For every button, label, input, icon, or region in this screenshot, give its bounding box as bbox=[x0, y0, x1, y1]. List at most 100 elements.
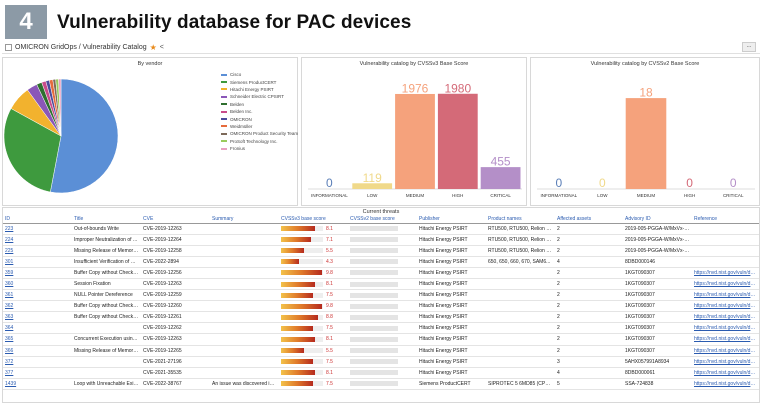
row-id-link[interactable]: 377 bbox=[5, 369, 14, 376]
table-row[interactable]: 360 Session Fixation CVE-2019-12263 8.1 Hita… bbox=[3, 278, 759, 291]
legend-entry[interactable]: Belden bbox=[221, 101, 298, 108]
cell-reference[interactable] bbox=[692, 245, 759, 257]
column-header[interactable]: Summary bbox=[210, 216, 279, 224]
column-header[interactable]: CVSSv3 base score bbox=[279, 216, 348, 224]
legend-entry[interactable]: OMICRON bbox=[221, 115, 298, 122]
table-row[interactable]: 377 CVE-2021-35535 8.1 Hitachi Energy PSIRT… bbox=[3, 367, 759, 379]
cell-id[interactable]: 363 bbox=[3, 311, 72, 324]
column-header[interactable]: ID bbox=[3, 216, 72, 224]
row-id-link[interactable]: 225 bbox=[5, 247, 14, 254]
legend-entry[interactable]: Hitachi Energy PSIRT bbox=[221, 86, 298, 93]
legend-entry[interactable]: Schneider Electric CPSIRT bbox=[221, 93, 298, 100]
row-id-link[interactable]: 224 bbox=[5, 236, 14, 243]
row-id-link[interactable]: 360 bbox=[5, 281, 14, 288]
cell-reference[interactable]: https://nvd.nist.gov/vuln/detail bbox=[692, 322, 759, 335]
table-row[interactable]: 301 Insufficient Verification of Dat... CV… bbox=[3, 256, 759, 268]
cell-id[interactable]: 359 bbox=[3, 267, 72, 279]
cell-reference[interactable]: https://nvd.nist.gov/vuln/detail bbox=[692, 333, 759, 346]
row-id-link[interactable]: 365 bbox=[5, 336, 14, 343]
table-row[interactable]: 364 CVE-2019-12262 7.5 Hitachi Energy PSIRT… bbox=[3, 322, 759, 335]
cell-reference[interactable] bbox=[692, 256, 759, 268]
column-header[interactable]: Publisher bbox=[417, 216, 486, 224]
column-header[interactable]: Reference bbox=[692, 216, 759, 224]
bar-high[interactable] bbox=[437, 93, 478, 189]
cell-id[interactable]: 365 bbox=[3, 333, 72, 346]
cell-id[interactable]: 372 bbox=[3, 356, 72, 368]
bar-critical[interactable] bbox=[480, 167, 521, 189]
table-row[interactable]: 365 Concurrent Execution using S... CVE-20… bbox=[3, 333, 759, 346]
column-header[interactable]: Title bbox=[72, 216, 141, 224]
cell-id[interactable]: 1439 bbox=[3, 378, 72, 390]
table-row[interactable]: 223 Out-of-bounds Write CVE-2019-12263 8.1 H… bbox=[3, 223, 759, 235]
legend-entry[interactable]: ProSoft Technology Inc. bbox=[221, 138, 298, 145]
breadcrumb[interactable]: OMICRON GridOps / Vulnerability Catalog bbox=[15, 43, 147, 51]
row-id-link[interactable]: 364 bbox=[5, 325, 14, 332]
row-id-link[interactable]: 362 bbox=[5, 303, 14, 310]
table-row[interactable]: 362 Buffer Copy without Checking ... CVE-2… bbox=[3, 300, 759, 313]
cell-reference[interactable]: https://nvd.nist.gov/vuln/detail bbox=[692, 289, 759, 302]
column-header[interactable]: Advisory ID bbox=[623, 216, 692, 224]
bar-medium[interactable] bbox=[395, 93, 435, 189]
legend-entry[interactable]: Siemens ProductCERT bbox=[221, 78, 298, 85]
legend-entry[interactable]: Cisco bbox=[221, 71, 298, 78]
cell-id[interactable]: 223 bbox=[3, 223, 72, 235]
score-track bbox=[350, 325, 398, 331]
cell-cve: CVE-2022-38767 bbox=[141, 378, 210, 390]
row-id-link[interactable]: 366 bbox=[5, 347, 14, 354]
cell-reference[interactable]: https://nvd.nist.gov/vuln/detail bbox=[692, 311, 759, 324]
pie-slice-2[interactable] bbox=[3, 108, 62, 193]
cell-id[interactable]: 362 bbox=[3, 300, 72, 313]
table-row[interactable]: 359 Buffer Copy without Checking ... CVE-2… bbox=[3, 267, 759, 279]
cell-reference[interactable] bbox=[692, 234, 759, 246]
legend-entry[interactable]: OMICRON Product Security Team bbox=[221, 130, 298, 137]
cell-id[interactable]: 366 bbox=[3, 345, 72, 357]
toolbar-menu-icon[interactable]: ... bbox=[742, 42, 756, 52]
apps-grid-icon[interactable] bbox=[5, 43, 12, 51]
cell-reference[interactable]: https://nvd.nist.gov/vuln/detail bbox=[692, 300, 759, 313]
cell-cve: CVE-2022-2894 bbox=[141, 256, 210, 268]
cell-assets: 2 bbox=[555, 333, 623, 346]
row-id-link[interactable]: 363 bbox=[5, 314, 14, 321]
cell-id[interactable]: 360 bbox=[3, 278, 72, 291]
cell-id[interactable]: 364 bbox=[3, 322, 72, 335]
favorite-star-icon[interactable]: ★ bbox=[149, 42, 157, 52]
row-id-link[interactable]: 1439 bbox=[5, 380, 17, 387]
cell-reference[interactable]: https://nvd.nist.gov/vuln/detail bbox=[692, 367, 759, 379]
cell-reference[interactable]: https://nvd.nist.gov/vuln/detail bbox=[692, 378, 759, 390]
cell-id[interactable]: 301 bbox=[3, 256, 72, 268]
cell-id[interactable]: 225 bbox=[3, 245, 72, 257]
column-header[interactable]: Affected assets bbox=[555, 216, 623, 224]
row-id-link[interactable]: 361 bbox=[5, 292, 14, 299]
table-row[interactable]: 361 NULL Pointer Dereference CVE-2019-1225… bbox=[3, 289, 759, 302]
bar-low[interactable] bbox=[352, 183, 393, 189]
cell-id[interactable]: 361 bbox=[3, 289, 72, 302]
row-id-link[interactable]: 372 bbox=[5, 358, 14, 365]
cell-reference[interactable]: https://nvd.nist.gov/vuln/detail bbox=[692, 278, 759, 291]
row-id-link[interactable]: 301 bbox=[5, 258, 14, 265]
table-row[interactable]: 224 Improper Neutralization of A... CVE-20… bbox=[3, 234, 759, 246]
row-id-link[interactable]: 223 bbox=[5, 225, 14, 232]
table-row[interactable]: 366 Missing Release of Memory a... CVE-201… bbox=[3, 345, 759, 357]
share-icon[interactable]: < bbox=[159, 43, 164, 51]
table-row[interactable]: 225 Missing Release of Memory a... CVE-201… bbox=[3, 245, 759, 257]
table-row[interactable]: 363 Buffer Copy without Checking ... CVE-2… bbox=[3, 311, 759, 324]
cell-reference[interactable]: https://nvd.nist.gov/vuln/detail bbox=[692, 267, 759, 279]
table-row[interactable]: 1439 Loop with Unreachable Exit C... CVE-2… bbox=[3, 378, 759, 390]
table-row[interactable]: 372 CVE-2021-27196 7.5 Hitachi Energy PSIRT… bbox=[3, 356, 759, 368]
cell-id[interactable]: 224 bbox=[3, 234, 72, 246]
cell-reference[interactable] bbox=[692, 223, 759, 235]
column-header[interactable]: CVSSv2 base score bbox=[348, 216, 417, 224]
column-header[interactable]: CVE bbox=[141, 216, 210, 224]
bar-medium[interactable] bbox=[625, 98, 667, 189]
legend-entry[interactable]: Belden Inc. bbox=[221, 108, 298, 115]
pie-slice-1[interactable] bbox=[50, 78, 119, 194]
cell-reference[interactable]: https://nvd.nist.gov/vuln/detail bbox=[692, 356, 759, 368]
row-id-link[interactable]: 359 bbox=[5, 269, 14, 276]
cell-id[interactable]: 377 bbox=[3, 367, 72, 379]
cell-reference[interactable]: https://nvd.nist.gov/vuln/detail bbox=[692, 345, 759, 357]
legend-entry[interactable]: Weidmüller bbox=[221, 123, 298, 130]
pie-slice-11[interactable] bbox=[58, 78, 62, 137]
cell-advisory: 1KGT090307 bbox=[623, 311, 692, 324]
column-header[interactable]: Product names bbox=[486, 216, 555, 224]
legend-entry[interactable]: Fronius bbox=[221, 145, 298, 152]
